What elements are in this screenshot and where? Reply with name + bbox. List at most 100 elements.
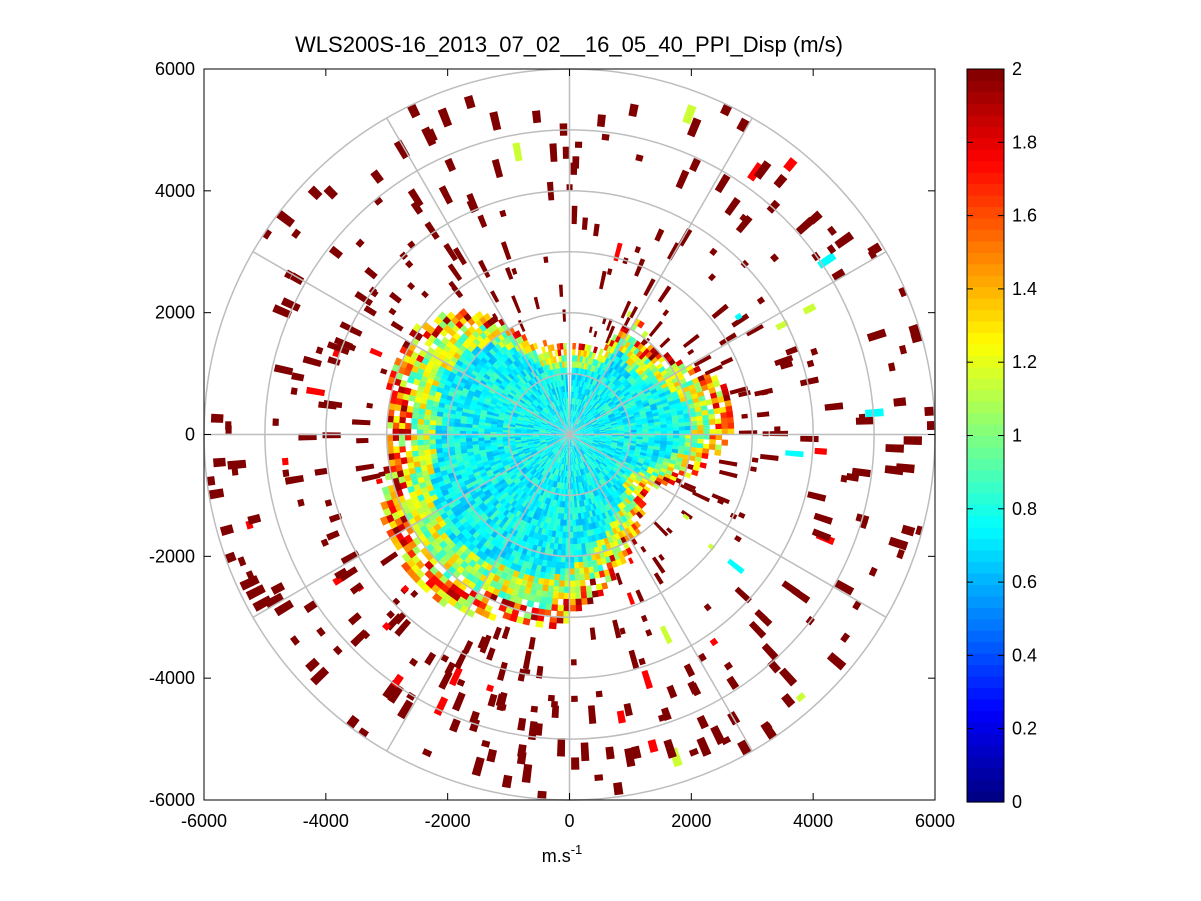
range-gate: [609, 346, 616, 354]
range-gate-sparse: [557, 738, 566, 757]
range-gate: [527, 439, 534, 442]
range-gate: [559, 482, 563, 490]
range-gate: [583, 394, 587, 402]
range-gate: [557, 436, 564, 439]
range-gate: [532, 369, 539, 377]
range-gate: [651, 391, 659, 398]
range-gate: [599, 486, 606, 493]
range-gate: [518, 585, 527, 593]
range-gate: [584, 474, 588, 481]
range-gate: [545, 439, 553, 443]
range-gate: [576, 419, 581, 425]
range-gate: [637, 502, 645, 510]
range-gate: [552, 375, 557, 382]
range-gate: [572, 349, 576, 356]
range-gate: [533, 486, 540, 493]
range-gate: [435, 424, 442, 431]
range-gate: [537, 354, 543, 362]
range-gate: [495, 511, 504, 519]
range-gate: [582, 408, 587, 415]
range-gate: [581, 549, 587, 556]
range-gate: [615, 365, 623, 373]
range-gate: [557, 435, 564, 438]
range-gate-sparse: [638, 657, 646, 666]
range-gate: [617, 393, 624, 399]
colorbar-band: [967, 263, 1004, 276]
range-gate: [470, 382, 479, 390]
range-gate-sparse: [680, 509, 693, 520]
range-gate: [590, 490, 595, 498]
range-gate: [623, 442, 631, 446]
range-gate: [547, 422, 554, 427]
range-gate: [506, 547, 514, 556]
range-gate: [412, 483, 421, 492]
range-gate: [490, 315, 499, 324]
range-gate: [535, 472, 541, 480]
range-gate: [623, 443, 630, 448]
range-gate: [575, 392, 579, 399]
range-gate: [569, 428, 571, 435]
range-gate: [404, 422, 412, 430]
range-gate: [497, 504, 505, 512]
range-gate: [475, 310, 484, 320]
range-gate: [405, 450, 413, 458]
range-gate: [570, 422, 573, 429]
range-gate: [635, 511, 644, 519]
range-gate: [533, 383, 539, 391]
range-gate: [690, 442, 698, 449]
range-gate: [560, 398, 564, 405]
colorbar-band: [967, 515, 1004, 528]
range-gate: [435, 447, 443, 454]
range-gate: [709, 429, 716, 435]
range-gate: [579, 393, 583, 400]
range-gate: [450, 355, 459, 364]
range-gate: [423, 424, 430, 430]
range-gate: [565, 446, 568, 453]
range-gate: [572, 458, 575, 465]
range-gate: [585, 548, 591, 556]
range-gate: [487, 550, 496, 559]
colorbar-band: [967, 641, 1004, 654]
range-gate: [573, 416, 576, 424]
range-gate: [577, 412, 582, 419]
range-gate-sparse: [528, 721, 538, 741]
range-gate: [571, 495, 575, 502]
range-gate: [579, 423, 585, 428]
range-gate: [635, 495, 643, 503]
range-gate: [581, 437, 588, 439]
range-gate: [547, 504, 552, 512]
range-gate: [579, 413, 584, 420]
range-gate: [639, 362, 647, 370]
range-gate-sparse: [407, 103, 421, 119]
range-gate: [586, 529, 592, 537]
range-gate: [569, 592, 576, 600]
range-gate: [597, 564, 604, 572]
range-gate: [601, 414, 609, 419]
range-gate: [575, 488, 579, 496]
range-gate: [546, 363, 552, 371]
range-gate-sparse: [756, 411, 770, 418]
range-gate: [507, 489, 515, 497]
range-gate: [535, 389, 541, 397]
range-gate: [561, 417, 565, 424]
range-gate: [545, 384, 550, 391]
range-gate: [577, 380, 582, 387]
range-gate: [441, 447, 449, 453]
range-gate: [523, 586, 532, 595]
range-gate-sparse: [718, 459, 738, 467]
range-gate: [626, 487, 634, 495]
range-gate: [527, 422, 535, 426]
range-gate: [492, 394, 500, 400]
range-gate: [539, 596, 547, 604]
range-gate: [582, 417, 588, 423]
range-gate: [522, 460, 530, 466]
range-gate: [565, 464, 568, 472]
range-gate: [581, 400, 586, 408]
range-gate-sparse: [315, 346, 324, 355]
range-gate: [633, 450, 641, 455]
range-gate: [560, 476, 564, 484]
range-gate-sparse: [572, 156, 580, 169]
range-gate-sparse: [640, 614, 648, 623]
range-gate: [557, 435, 564, 437]
range-gate: [497, 520, 506, 529]
